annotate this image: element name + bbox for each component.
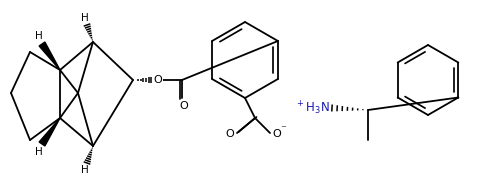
Polygon shape	[39, 42, 60, 70]
Text: H: H	[81, 165, 89, 175]
Text: O: O	[226, 129, 234, 139]
Text: H: H	[35, 147, 43, 157]
Text: ⁻: ⁻	[280, 124, 286, 134]
Text: O: O	[273, 129, 281, 139]
Text: O: O	[180, 101, 189, 111]
Text: $^+$H$_3$N: $^+$H$_3$N	[295, 99, 330, 117]
Text: H: H	[81, 13, 89, 23]
Polygon shape	[39, 118, 60, 146]
Text: H: H	[35, 31, 43, 41]
Text: O: O	[154, 75, 163, 85]
